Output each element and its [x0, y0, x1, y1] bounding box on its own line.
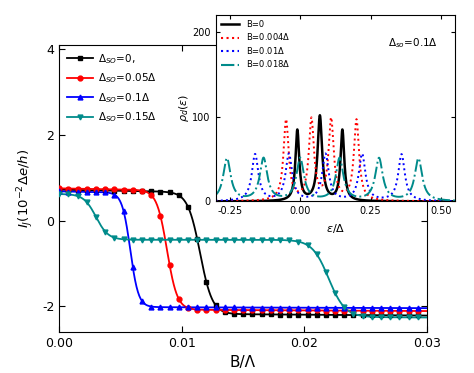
Legend: $\Delta_{SO}$=0,, $\Delta_{SO}$=0.05$\Delta$, $\Delta_{SO}$=0.1$\Delta$, $\Delta: $\Delta_{SO}$=0,, $\Delta_{SO}$=0.05$\De… [64, 50, 158, 126]
Text: $\Delta_{so}$=0.1$\Delta$: $\Delta_{so}$=0.1$\Delta$ [388, 36, 438, 50]
X-axis label: B/Λ: B/Λ [230, 355, 256, 370]
Y-axis label: $I_J(10^{-2}\Delta e/h)$: $I_J(10^{-2}\Delta e/h)$ [16, 149, 36, 228]
X-axis label: $\varepsilon/\Delta$: $\varepsilon/\Delta$ [326, 222, 345, 235]
Legend: B=0, B=0.004$\Delta$, B=0.01$\Delta$, B=0.018$\Delta$: B=0, B=0.004$\Delta$, B=0.01$\Delta$, B=… [220, 19, 291, 70]
Y-axis label: $\rho_d(\varepsilon)$: $\rho_d(\varepsilon)$ [177, 94, 191, 122]
